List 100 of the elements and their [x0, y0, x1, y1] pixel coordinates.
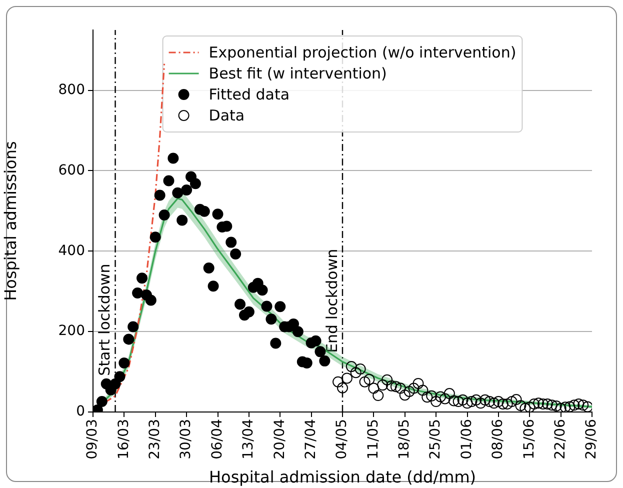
x-tick-label: 15/06	[521, 418, 538, 460]
point	[226, 236, 237, 248]
x-tick-label: 06/04	[209, 418, 226, 460]
x-tick-label: 29/06	[584, 418, 600, 460]
point	[96, 396, 108, 408]
x-tick-label: 20/04	[272, 418, 288, 460]
point	[452, 396, 464, 408]
point	[203, 262, 214, 274]
point	[417, 384, 428, 396]
point	[292, 326, 304, 338]
point	[502, 398, 513, 410]
point	[261, 300, 272, 312]
point	[578, 400, 589, 411]
point	[404, 386, 415, 397]
point	[515, 400, 526, 412]
point	[466, 396, 478, 408]
point	[560, 402, 571, 412]
point	[176, 214, 188, 226]
point	[368, 382, 380, 394]
point	[492, 396, 504, 408]
point	[568, 400, 580, 411]
point	[270, 338, 282, 349]
y-tick-label: 800	[58, 82, 85, 98]
legend-label: Exponential projection (w/o intervention)	[208, 43, 516, 62]
point	[372, 390, 384, 402]
point	[555, 402, 566, 412]
x-tick-label: 01/06	[458, 418, 475, 460]
point	[332, 376, 344, 388]
point	[546, 400, 558, 411]
point	[480, 394, 491, 406]
point	[114, 371, 126, 382]
point	[462, 398, 473, 409]
point	[488, 398, 500, 409]
y-tick-label: 400	[58, 242, 85, 259]
point	[439, 393, 450, 404]
point	[190, 178, 201, 190]
point	[394, 382, 406, 394]
y-tick-label: 0	[76, 404, 85, 420]
point	[243, 306, 254, 318]
point	[444, 388, 455, 400]
point	[386, 380, 398, 392]
x-tick-label: 09/03	[84, 419, 101, 460]
x-tick-label: 04/05	[334, 419, 350, 460]
point	[377, 380, 388, 391]
point	[314, 346, 326, 358]
point	[573, 398, 584, 410]
point	[136, 272, 148, 284]
point	[448, 395, 460, 406]
point	[533, 398, 544, 409]
point	[234, 298, 246, 310]
point	[128, 321, 139, 332]
x-tick-label: 18/05	[396, 419, 413, 460]
point	[582, 401, 592, 412]
point	[346, 361, 357, 372]
legend-label: Best fit (w intervention)	[208, 64, 387, 82]
point	[359, 376, 370, 388]
x-tick-label: 08/06	[490, 418, 506, 460]
point	[364, 374, 375, 385]
point	[475, 398, 486, 409]
point	[399, 390, 410, 401]
point	[154, 190, 166, 201]
point	[274, 301, 286, 312]
point	[319, 355, 330, 366]
point	[158, 209, 170, 220]
point	[390, 381, 402, 392]
x-tick-label: 25/05	[428, 419, 444, 460]
point	[350, 367, 362, 378]
legend-label: Fitted data	[208, 85, 290, 104]
point	[470, 394, 482, 406]
point	[310, 335, 322, 346]
point	[198, 206, 210, 217]
point	[484, 396, 496, 408]
point	[208, 280, 219, 292]
point	[412, 378, 424, 389]
point	[457, 394, 468, 406]
point	[118, 357, 130, 368]
ref-line-label: End lockdown	[322, 248, 341, 353]
point	[520, 402, 531, 412]
point	[256, 284, 268, 296]
point	[145, 294, 156, 306]
point	[354, 363, 366, 374]
point	[537, 398, 548, 410]
point	[230, 248, 242, 260]
point	[430, 396, 442, 408]
point	[550, 400, 562, 412]
point	[266, 314, 277, 325]
y-axis-title: Hospital admissions	[0, 141, 20, 301]
y-tick-label: 600	[58, 162, 85, 178]
point	[132, 287, 144, 298]
point	[542, 398, 553, 410]
x-tick-label: 16/03	[116, 419, 132, 460]
point	[337, 382, 348, 394]
x-tick-label: 22/06	[552, 418, 568, 460]
point	[510, 394, 522, 406]
point	[212, 208, 224, 220]
x-tick-label: 11/05	[365, 419, 382, 460]
point	[524, 402, 536, 412]
point	[506, 396, 518, 408]
point	[150, 232, 161, 243]
point	[168, 152, 179, 164]
